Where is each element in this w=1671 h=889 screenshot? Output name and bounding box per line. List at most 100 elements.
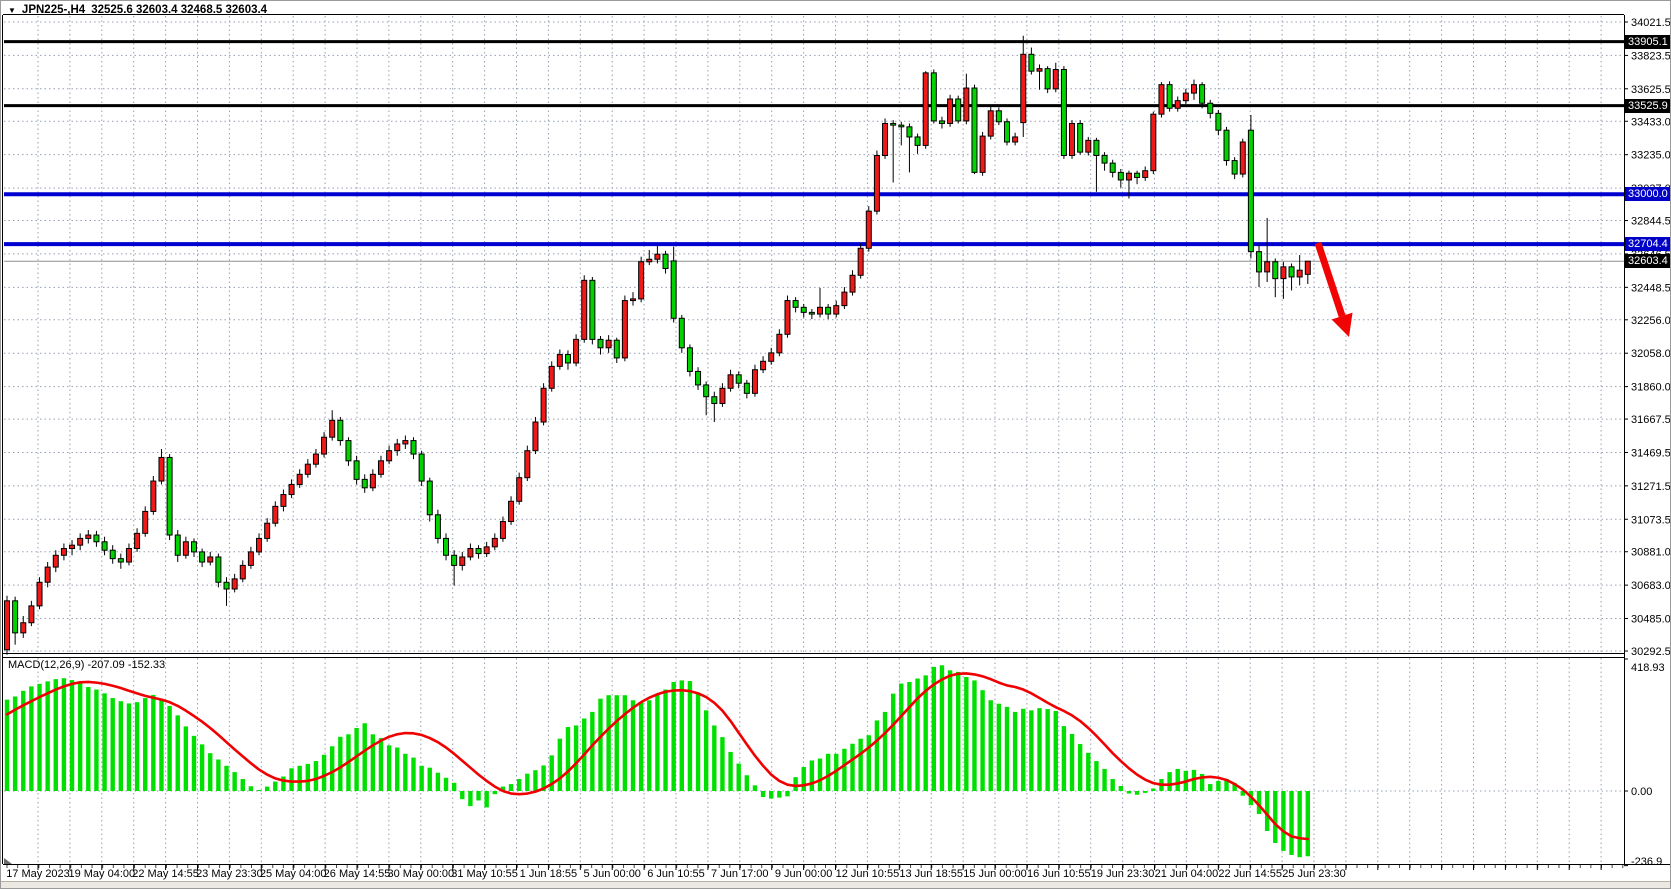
macd-bar <box>1167 772 1172 791</box>
bull-candle <box>369 473 376 489</box>
bull-candle <box>77 537 84 546</box>
bull-candle <box>979 135 986 173</box>
macd-bar <box>419 765 424 791</box>
macd-bar <box>663 689 668 791</box>
time-tick-label: 30 May 00:00 <box>387 868 454 880</box>
bull-candle <box>125 548 132 563</box>
time-tick-label: 19 Jun 23:30 <box>1091 868 1155 880</box>
macd-bar <box>134 702 140 791</box>
macd-bar <box>1061 726 1067 791</box>
bear-candle <box>792 300 799 308</box>
bull-candle <box>1036 68 1043 72</box>
macd-bar <box>720 737 725 791</box>
price-tick-label: 31073.5 <box>1631 514 1671 526</box>
time-tick-label: 6 Jun 10:55 <box>647 868 705 880</box>
price-tick-label: 30292.5 <box>1631 646 1671 658</box>
bull-candle <box>312 453 319 465</box>
bear-candle <box>1003 121 1010 143</box>
bear-candle <box>353 460 360 480</box>
macd-bar <box>785 791 790 797</box>
macd-bar <box>362 723 367 791</box>
bear-candle <box>1093 139 1100 157</box>
bull-candle <box>646 258 653 263</box>
price-tick-label: 31860.0 <box>1631 382 1671 394</box>
macd-bar <box>468 791 473 807</box>
macd-bar <box>500 786 506 791</box>
macd-bar <box>525 773 530 791</box>
price-tick-label: 34021.5 <box>1631 17 1671 29</box>
bull-candle <box>849 274 856 293</box>
time-tick-label: 21 Jun 04:00 <box>1155 868 1219 880</box>
bull-candle <box>963 87 970 122</box>
macd-bar <box>118 701 124 791</box>
macd-bar <box>1029 710 1034 791</box>
price-badge-32704.4: 32704.4 <box>1625 237 1670 252</box>
bull-candle <box>1012 136 1019 143</box>
bull-candle <box>556 354 563 367</box>
bull-candle <box>524 450 531 479</box>
time-tick-label: 22 May 14:55 <box>132 868 199 880</box>
macd-bar <box>492 791 497 795</box>
macd-bar <box>159 699 164 791</box>
macd-bar <box>1102 768 1107 791</box>
macd-bar <box>199 744 205 791</box>
bull-candle <box>784 300 791 335</box>
macd-bar <box>313 761 319 791</box>
dropdown-arrow-icon[interactable]: ▼ <box>8 5 16 15</box>
bull-candle <box>85 534 92 539</box>
bull-candle <box>499 521 506 539</box>
macd-bar <box>4 699 10 791</box>
macd-bar <box>281 776 286 791</box>
bull-candle <box>922 72 929 146</box>
price-badge-33525.9: 33525.9 <box>1625 98 1670 113</box>
bull-candle <box>630 298 637 302</box>
macd-bar <box>1053 710 1058 791</box>
bear-candle <box>166 456 173 536</box>
bull-candle <box>1239 141 1246 175</box>
macd-bar <box>508 784 514 791</box>
macd-bar <box>964 676 969 791</box>
macd-axis[interactable]: 418.93 0.00 -236.9 <box>1624 658 1665 868</box>
time-tick-label: 22 Jun 14:55 <box>1218 868 1282 880</box>
macd-bar <box>533 770 538 791</box>
bull-candle <box>882 122 889 157</box>
macd-bar <box>541 765 546 791</box>
macd-bar <box>907 681 912 791</box>
macd-bar <box>94 689 99 791</box>
bear-candle <box>418 453 425 482</box>
macd-bar <box>370 734 376 791</box>
macd-tick-label: -236.9 <box>1631 856 1662 868</box>
arrow-annotation[interactable] <box>1314 241 1353 337</box>
time-tick-label: 25 May 04:00 <box>260 868 327 880</box>
macd-bar <box>1240 791 1245 796</box>
bear-candle <box>1060 68 1067 157</box>
price-tick-label: 33823.5 <box>1631 50 1671 62</box>
bear-candle <box>703 384 710 398</box>
macd-bar <box>330 746 335 791</box>
macd-bar <box>1216 780 1221 791</box>
macd-bar <box>53 679 58 791</box>
bull-candle <box>1264 261 1271 273</box>
macd-bar <box>427 767 432 791</box>
macd-bar <box>565 727 571 791</box>
pane-borders <box>2 14 1670 865</box>
macd-values: -207.09 -152.33 <box>87 659 166 671</box>
macd-bar <box>996 703 1002 791</box>
macd-bar <box>37 683 42 791</box>
horizontal-price-lines[interactable] <box>4 40 1624 262</box>
macd-bar <box>110 698 115 791</box>
bull-candle <box>459 556 466 566</box>
bull-candle <box>833 305 840 315</box>
macd-bar <box>1224 779 1229 791</box>
bull-candle <box>548 365 555 389</box>
macd-bar <box>915 678 920 791</box>
macd-bar <box>557 738 563 791</box>
chart-title-bar: ▼ JPN225-,H4 32525.6 32603.4 32468.5 32603… <box>8 4 267 16</box>
macd-bar <box>338 736 343 791</box>
macd-bar <box>29 686 34 791</box>
bear-candle <box>564 354 571 364</box>
bear-candle <box>743 382 750 394</box>
candlesticks <box>4 35 1311 655</box>
